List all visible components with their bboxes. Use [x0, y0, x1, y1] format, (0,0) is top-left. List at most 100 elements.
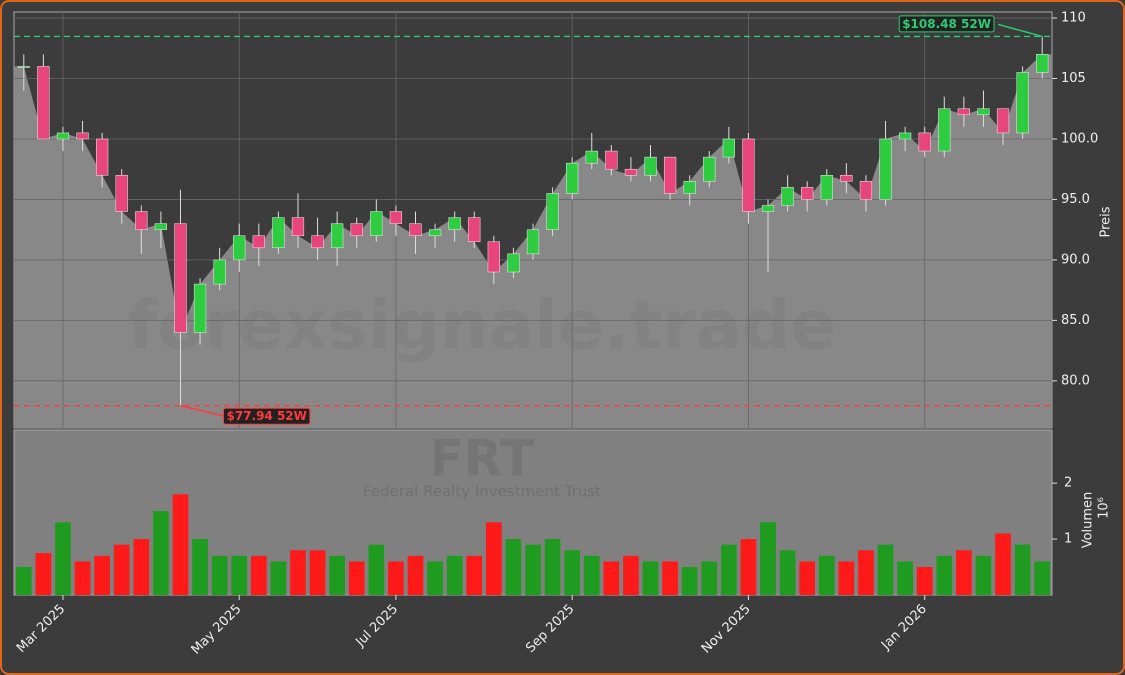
candle-body [409, 223, 422, 236]
candle-body [428, 229, 442, 236]
volume-bar [740, 539, 757, 595]
candle-body [585, 150, 598, 164]
y-tick-label: 110 [1061, 11, 1086, 26]
candle-body [135, 211, 148, 230]
candle-body [996, 108, 1010, 134]
y-tick-label: 105 [1061, 71, 1086, 86]
candle-body [605, 150, 618, 170]
volume-bar [55, 522, 71, 595]
volume-bar [427, 561, 443, 595]
volume-bar [270, 561, 287, 595]
candle-body [938, 108, 951, 152]
candle-body [742, 138, 755, 212]
candle-body [291, 217, 305, 236]
candle-body [115, 175, 128, 212]
candle-body [389, 211, 403, 224]
volume-bar [995, 533, 1011, 595]
volume-bar [799, 561, 816, 595]
watermark-symbol: FRT [430, 430, 535, 488]
candle-body [1016, 72, 1029, 134]
volume-bar [760, 522, 776, 595]
candle-body [350, 223, 363, 236]
candle-body [56, 132, 70, 140]
volume-bar [368, 544, 385, 595]
volume-bar [485, 522, 502, 595]
volume-bar [662, 561, 678, 595]
annotation: $108.48 52W [898, 15, 995, 33]
volume-bar [1034, 561, 1051, 595]
candle-body [683, 181, 696, 194]
volume-bar [505, 539, 522, 595]
candle-body [233, 235, 246, 261]
volume-bar [701, 561, 718, 595]
candle-body [663, 156, 677, 194]
y-axis-label: Preis [1099, 206, 1114, 237]
volume-bar [603, 561, 620, 595]
candle-body [174, 223, 187, 333]
volume-bar [309, 550, 326, 595]
watermark: forexsignale.trade [128, 287, 837, 366]
candle-body [213, 259, 226, 285]
candle-body [879, 138, 892, 200]
volume-bar [15, 567, 32, 595]
volume-bar [681, 567, 698, 595]
candle-body [1036, 54, 1049, 73]
candle-body [37, 66, 50, 140]
volume-bar [936, 555, 953, 595]
candle-body [76, 132, 89, 140]
candle-body [448, 217, 461, 230]
candle-body [820, 175, 833, 200]
volume-bar [564, 550, 581, 595]
volume-bar [877, 544, 894, 595]
candle-body [154, 223, 168, 230]
candle-body [507, 253, 520, 273]
candle-body [193, 283, 207, 333]
candle-body [781, 187, 794, 206]
volume-bar [583, 555, 600, 595]
volume-bar [838, 561, 855, 595]
volume-bar [113, 544, 130, 595]
volume-tick-label: 1 [1064, 532, 1072, 547]
annotation-box [898, 15, 995, 33]
candle-body [311, 235, 324, 249]
volume-bar [153, 511, 169, 595]
volume-bar [642, 561, 659, 595]
volume-bar [388, 561, 404, 595]
candle-body [17, 66, 30, 68]
candle-body [859, 181, 873, 200]
candle-body [252, 235, 265, 249]
volume-offset-label: 10⁶ [1097, 497, 1112, 519]
y-tick-label: 95.0 [1061, 192, 1090, 207]
annotation-arrow [180, 405, 227, 418]
watermark-company: Federal Realty Investment Trust [363, 483, 601, 501]
candle-body [624, 168, 638, 176]
volume-axis-label: Volumen [1081, 492, 1096, 549]
volume-bar [897, 561, 913, 595]
candle-body [840, 175, 853, 182]
volume-bar [94, 555, 110, 595]
volume-bar [956, 550, 972, 595]
candle-body [918, 132, 931, 152]
annotation-label: $77.94 52W [226, 409, 306, 423]
volume-bar [74, 561, 91, 595]
volume-bar [446, 555, 463, 595]
volume-bar [1014, 544, 1031, 595]
volume-bar [525, 544, 541, 595]
candle-body [96, 138, 109, 176]
candle-body [566, 162, 579, 194]
annotation-box [222, 407, 311, 425]
volume-bar [35, 553, 52, 595]
volume-bar [231, 555, 248, 595]
volume-bar [211, 555, 228, 595]
volume-bar [721, 544, 737, 595]
volume-bar [975, 555, 992, 595]
volume-bar [407, 555, 424, 595]
volume-bar [544, 539, 561, 595]
candle-body [957, 108, 970, 116]
candle-body [546, 193, 559, 230]
y-tick-label: 90.0 [1061, 252, 1090, 267]
volume-bar [623, 555, 639, 595]
volume-bar [133, 539, 150, 595]
candle-body [272, 217, 285, 249]
